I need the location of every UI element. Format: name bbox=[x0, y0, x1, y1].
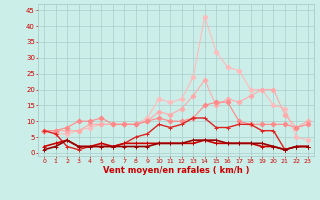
X-axis label: Vent moyen/en rafales ( km/h ): Vent moyen/en rafales ( km/h ) bbox=[103, 166, 249, 175]
